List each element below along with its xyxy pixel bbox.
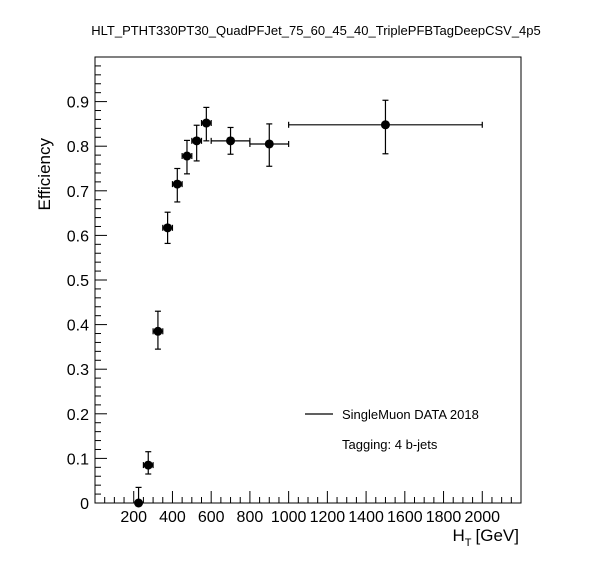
y-tick-label: 0.1 bbox=[67, 451, 89, 468]
x-tick-label: 1600 bbox=[387, 509, 423, 526]
data-point bbox=[249, 123, 290, 167]
data-point bbox=[171, 167, 183, 203]
legend-entry: SingleMuon DATA 2018 bbox=[342, 407, 479, 422]
data-point bbox=[210, 126, 251, 155]
chart-title: HLT_PTHT330PT30_QuadPFJet_75_60_45_40_Tr… bbox=[91, 23, 541, 38]
point-marker bbox=[380, 120, 390, 130]
x-axis-label: HT [GeV] bbox=[453, 526, 519, 549]
data-point bbox=[288, 99, 483, 155]
plot-frame bbox=[94, 56, 522, 504]
point-marker bbox=[264, 139, 274, 149]
y-tick-label: 0.6 bbox=[67, 228, 89, 245]
x-tick-label: 1200 bbox=[310, 509, 346, 526]
x-tick-label: 200 bbox=[120, 509, 147, 526]
y-axis-label: Efficiency bbox=[35, 138, 54, 211]
data-point bbox=[152, 310, 164, 350]
x-tick-label: 1000 bbox=[271, 509, 307, 526]
x-axis-label-main: H bbox=[453, 526, 465, 545]
y-tick-label: 0.3 bbox=[67, 362, 89, 379]
point-marker bbox=[201, 118, 211, 128]
point-marker bbox=[153, 326, 163, 336]
y-tick-label: 0 bbox=[80, 496, 89, 513]
x-axis: 200 400 600 800 1000 1200 1400 1600 1800 2000 bbox=[94, 491, 522, 526]
y-tick-label: 0.5 bbox=[67, 273, 89, 290]
data-point bbox=[200, 106, 212, 142]
x-tick-label: 2000 bbox=[464, 509, 500, 526]
x-axis-label-subscript: T bbox=[465, 537, 472, 549]
x-tick-label: 400 bbox=[159, 509, 186, 526]
tagging-annotation: Tagging: 4 b-jets bbox=[342, 437, 438, 452]
legend: SingleMuon DATA 2018 bbox=[305, 407, 479, 422]
point-marker bbox=[143, 460, 153, 470]
y-tick-label: 0.7 bbox=[67, 184, 89, 201]
y-tick-label: 0.4 bbox=[67, 318, 89, 335]
point-marker bbox=[226, 136, 236, 146]
point-marker bbox=[192, 136, 202, 146]
x-tick-label: 1400 bbox=[348, 509, 384, 526]
point-marker bbox=[163, 223, 173, 233]
y-tick-label: 0.8 bbox=[67, 139, 89, 156]
data-point bbox=[191, 124, 203, 162]
x-tick-label: 600 bbox=[198, 509, 225, 526]
y-axis: 0 0.1 0.2 0.3 0.4 0.5 0.6 0.7 0.8 0.9 bbox=[67, 56, 107, 513]
point-marker bbox=[182, 151, 192, 161]
x-tick-label: 800 bbox=[237, 509, 264, 526]
x-axis-label-unit: [GeV] bbox=[476, 526, 519, 545]
x-tick-label: 1800 bbox=[426, 509, 462, 526]
data-point bbox=[181, 139, 193, 175]
data-point bbox=[142, 451, 154, 475]
y-tick-label: 0.2 bbox=[67, 407, 89, 424]
data-point bbox=[162, 211, 174, 245]
y-tick-label: 0.9 bbox=[67, 95, 89, 112]
point-marker bbox=[172, 179, 182, 189]
data-point bbox=[134, 486, 144, 508]
